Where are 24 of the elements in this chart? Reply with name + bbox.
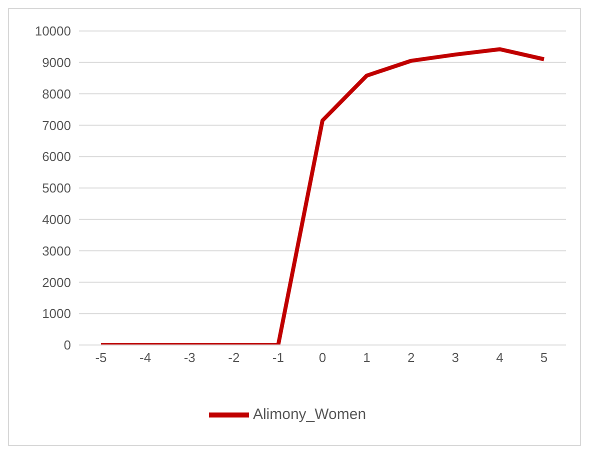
y-tick-label: 2000 [42, 274, 71, 290]
y-tick-label: 6000 [42, 149, 71, 164]
y-tick-label: 0 [64, 338, 71, 353]
y-tick-label: 1000 [42, 306, 71, 322]
x-tick-label: 2 [407, 350, 415, 366]
y-tick-label: 7000 [42, 118, 71, 133]
y-tick-label: 8000 [42, 86, 71, 102]
x-tick-label: 0 [318, 350, 326, 366]
line-series [99, 47, 546, 345]
x-tick-label: 1 [363, 350, 370, 366]
x-tick-label: -3 [184, 350, 196, 366]
y-tick-label: 5000 [42, 180, 71, 196]
x-tick-label: -2 [228, 350, 240, 366]
x-tick-label: -1 [272, 350, 284, 366]
y-tick-label: 9000 [42, 55, 71, 70]
x-tick-label: 5 [540, 350, 548, 366]
x-tick-label: -5 [95, 350, 107, 366]
y-tick-label: 3000 [42, 243, 71, 258]
y-tick-label: 10000 [34, 24, 71, 39]
legend-label: Alimony_Women [252, 406, 366, 423]
x-tick-label: 4 [496, 350, 504, 366]
x-tick-label: 3 [452, 350, 460, 366]
x-tick-label: -4 [140, 350, 152, 366]
y-tick-label: 4000 [42, 212, 71, 228]
